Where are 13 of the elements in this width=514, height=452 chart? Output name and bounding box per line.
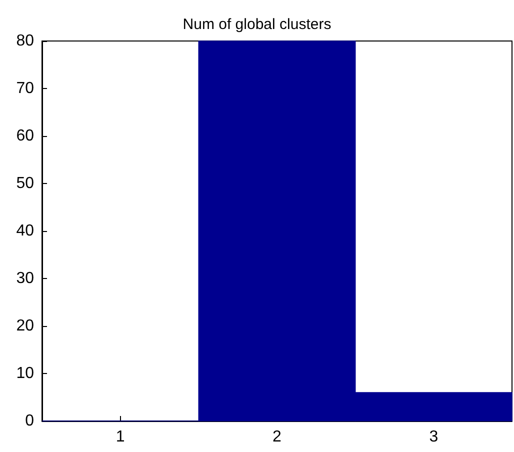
chart-title: Num of global clusters [182, 16, 332, 33]
y-tick-label: 40 [16, 222, 34, 240]
y-tick-label: 20 [16, 318, 34, 334]
x-tick-label: 3 [429, 428, 438, 446]
y-tick-label: 30 [16, 270, 34, 287]
x-tick-label: 1 [116, 428, 125, 446]
y-tick-label: 10 [16, 365, 34, 382]
y-tick-label: 60 [16, 128, 34, 144]
y-tick-label: 0 [25, 412, 34, 430]
y-tick-label: 80 [16, 32, 34, 50]
y-tick-label: 50 [16, 175, 34, 192]
x-tick-label: 2 [272, 428, 282, 446]
y-tick-label: 70 [16, 80, 34, 97]
